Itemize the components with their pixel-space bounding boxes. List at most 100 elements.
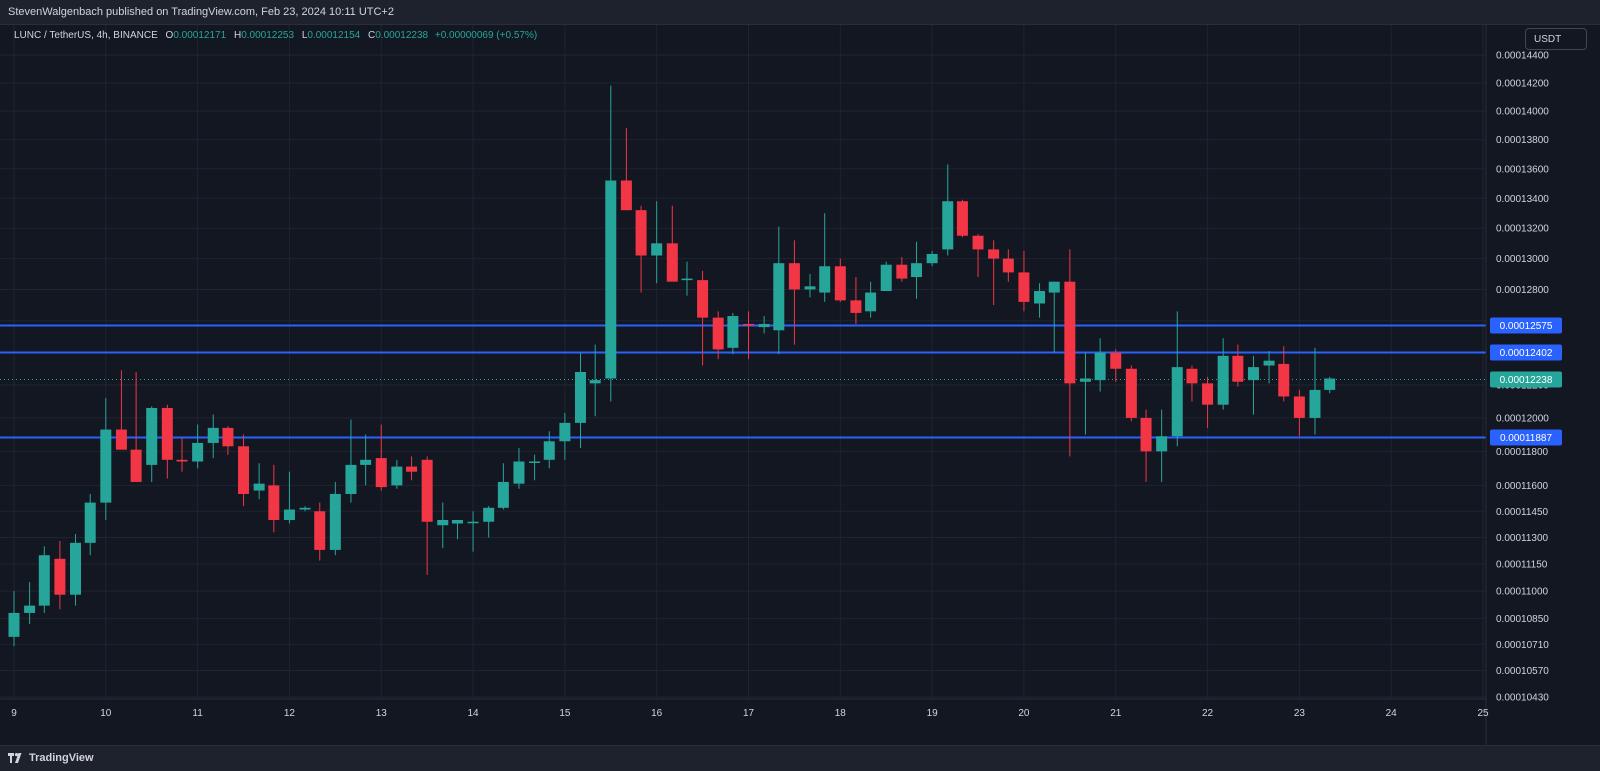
candle-body [896,264,908,279]
candle-body [712,317,724,350]
y-tick-label: 0.00011150 [1496,560,1548,571]
candle-up [574,352,586,448]
tradingview-logo[interactable]: TradingView [8,752,94,764]
level-price-tag [1490,344,1562,361]
candle-body [635,210,647,256]
candle-up [758,316,770,334]
candle-up [38,546,50,613]
x-tick-label: 20 [1018,708,1030,719]
candle-down [743,311,754,360]
close-value: 0.00012238 [375,30,429,41]
candle-up [865,281,877,318]
candle-body [161,407,173,460]
candle-down [54,541,66,610]
candle-body [988,249,1000,259]
candle-body [1002,258,1014,273]
y-tick-label: 0.00010710 [1496,640,1549,651]
candle-down [1278,346,1290,402]
candle-body [283,509,295,520]
candle-body [773,263,785,331]
candle-body [1064,281,1076,384]
candle-up [283,471,295,524]
candle-up [329,481,341,556]
candle-body [421,459,433,522]
candle-body [727,316,739,348]
candle-body [758,323,770,328]
candle-body [956,201,968,236]
chart-grid [0,25,1486,699]
candle-body [850,300,862,313]
candle-body [115,429,127,450]
candle-up [207,414,219,459]
price-chart[interactable]: 0.00014400 0.00014200 0.00014000 0.00013800… [0,25,1600,745]
level-price-tag [1490,317,1562,334]
candle-body [1324,378,1336,390]
candle-down [268,464,280,533]
brand-name: TradingView [29,752,94,764]
candle-up [1094,338,1106,392]
x-tick-label: 12 [284,708,296,719]
candle-down [834,258,846,302]
y-tick-label: 0.00014400 [1496,51,1549,62]
candle-up [70,534,82,606]
candle-body [1018,272,1030,302]
candle-down [238,434,250,507]
footer-bar: TradingView [0,745,1600,771]
x-tick-label: 14 [468,708,480,719]
candle-body [253,483,265,491]
candle-body [451,519,463,524]
y-tick-label: 0.00010430 [1496,693,1549,704]
high-value: 0.00012253 [241,30,295,41]
y-tick-label: 0.00013200 [1496,224,1549,235]
candle-down [130,371,142,482]
candle-up [1217,338,1229,410]
candle-body [1110,352,1122,369]
candle-up [819,213,831,302]
candle-up [926,250,938,267]
candle-down [1110,349,1122,382]
symbol-legend: LUNC / TetherUS, 4h, BINANCE O0.00012171… [14,30,537,41]
y-tick-label: 0.00014000 [1496,107,1549,118]
candle-up [24,582,36,624]
candle-body [543,441,555,460]
candle-up [391,459,403,489]
currency-button[interactable]: USDT [1525,28,1587,50]
candle-body [743,323,754,326]
candle-up [451,519,463,540]
candle-up [559,412,571,460]
candle-up [1171,311,1183,447]
candle-body [1034,290,1046,304]
candle-down [176,437,188,472]
candle-body [100,429,112,503]
candle-body [130,449,142,482]
candle-up [651,201,663,284]
candle-up [681,261,693,296]
x-tick-label: 18 [835,708,847,719]
candle-up [1034,283,1046,318]
candle-down [161,404,173,479]
candle-up [1263,351,1275,384]
candle-down [222,426,234,455]
candle-body [1217,355,1229,405]
candle-down [1140,409,1152,482]
candle-up [942,164,954,256]
candle-up [497,463,509,510]
x-tick-label: 21 [1110,708,1122,719]
candle-down [896,257,908,282]
candle-body [513,461,525,484]
candle-body [819,266,831,293]
candle-up [589,344,601,417]
candle-body [1094,352,1106,381]
candle-up [483,506,495,538]
candle-body [1278,363,1290,397]
candle-body [176,459,188,462]
candle-down [850,277,862,324]
candle-body [1156,436,1168,452]
candle-down [712,311,724,360]
candle-body [329,493,341,550]
low-label: L [301,30,308,41]
candle-down [1202,376,1214,428]
symbol-info[interactable]: LUNC / TetherUS, 4h, BINANCE [14,30,158,41]
candle-body [1232,355,1244,382]
candle-body [375,458,387,488]
